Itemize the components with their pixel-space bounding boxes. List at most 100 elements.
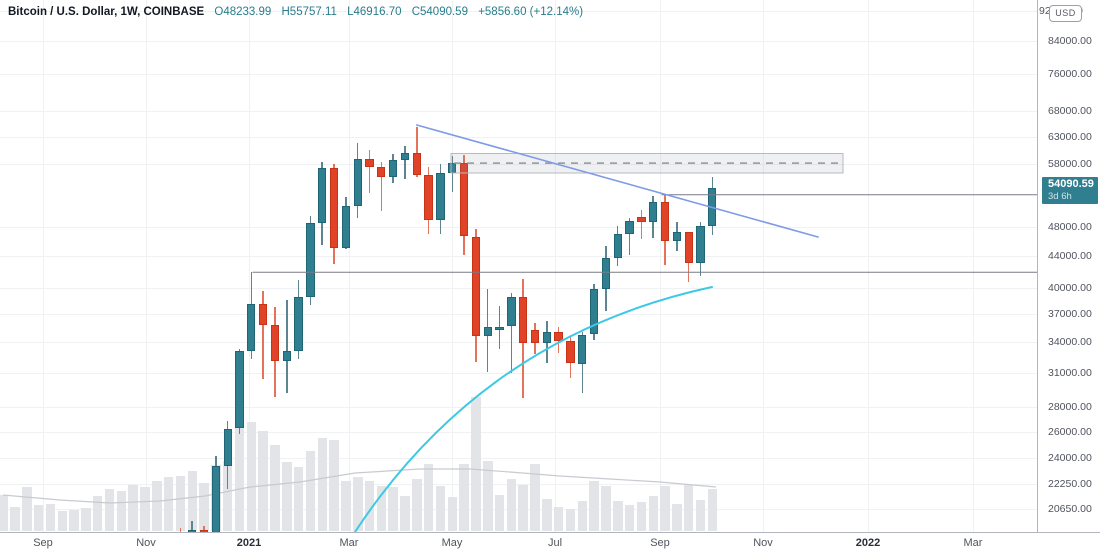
- candle-body: [211, 465, 221, 532]
- supply-zone[interactable]: [450, 153, 844, 174]
- grid-line-horizontal: [0, 431, 1037, 433]
- volume-bar: [553, 507, 564, 531]
- grid-line-horizontal: [0, 111, 1037, 113]
- volume-bar: [33, 505, 44, 531]
- grid-line-horizontal: [0, 136, 1037, 138]
- time-axis-label: Mar: [339, 537, 359, 549]
- volume-bar: [589, 481, 599, 531]
- candle-body: [507, 296, 516, 327]
- volume-bar: [672, 504, 682, 531]
- price-axis-label: 76000.00: [1048, 68, 1092, 81]
- volume-bar: [518, 485, 528, 531]
- volume-bar: [624, 505, 635, 531]
- candle-body: [282, 351, 291, 362]
- volume-ma-line: [2, 468, 717, 504]
- candle-body: [471, 236, 481, 336]
- grid-line-vertical: [452, 0, 453, 532]
- price-axis-label: 22250.00: [1048, 477, 1092, 490]
- volume-bar: [163, 477, 174, 531]
- grid-line-horizontal: [0, 407, 1037, 408]
- grid-line-vertical: [555, 0, 556, 532]
- candle-body: [436, 173, 445, 221]
- currency-toggle-button[interactable]: USD: [1049, 5, 1082, 22]
- candle-wick: [262, 290, 264, 380]
- candle-body: [566, 341, 575, 364]
- volume-bar: [152, 481, 162, 531]
- candle-wick: [286, 300, 288, 393]
- current-price-badge: 54090.59 3d 6h: [1042, 177, 1098, 204]
- chart-pane[interactable]: Bitcoin / U.S. Dollar, 1W, COINBASE O482…: [0, 0, 1037, 532]
- grid-line-horizontal: [0, 458, 1037, 460]
- trendline[interactable]: [415, 124, 819, 238]
- volume-bar: [435, 486, 446, 531]
- grid-line-horizontal: [0, 256, 1037, 258]
- symbol-title: Bitcoin / U.S. Dollar, 1W, COINBASE: [8, 6, 205, 18]
- volume-bar: [695, 500, 706, 531]
- candle-wick: [404, 145, 406, 179]
- volume-bar: [577, 501, 587, 531]
- grid-line-vertical: [146, 0, 147, 532]
- time-axis-label: Nov: [136, 537, 156, 549]
- candle-body: [519, 296, 528, 343]
- volume-bar: [128, 485, 138, 531]
- volume-bar: [246, 422, 257, 531]
- curve-line[interactable]: [354, 286, 713, 532]
- volume-bar: [305, 451, 316, 531]
- time-axis[interactable]: Sep Nov 2021 Mar May Jul Sep Nov 2022 Mar: [0, 533, 1100, 555]
- grid-line-horizontal: [0, 373, 1037, 375]
- time-axis-border: [0, 532, 1100, 533]
- chart-legend[interactable]: Bitcoin / U.S. Dollar, 1W, COINBASE O482…: [8, 6, 583, 18]
- price-axis-label: 40000.00: [1048, 282, 1092, 295]
- candle-body: [353, 158, 362, 206]
- volume-bar: [234, 427, 245, 531]
- time-axis-label: Sep: [650, 537, 670, 549]
- volume-bar: [199, 483, 209, 531]
- candle-body: [483, 327, 492, 336]
- candle-body: [637, 217, 646, 223]
- price-axis-label: 44000.00: [1048, 250, 1092, 263]
- volume-bar: [187, 471, 197, 531]
- candle-body: [578, 334, 587, 364]
- volume-bar: [683, 485, 694, 531]
- price-axis-label: 58000.00: [1048, 158, 1092, 171]
- volume-bar: [293, 467, 304, 531]
- price-axis[interactable]: USD 54090.59 3d 6h 92000.0084000.0076000…: [1038, 0, 1100, 532]
- grid-line-horizontal: [0, 342, 1037, 344]
- grid-line-horizontal: [0, 314, 1037, 316]
- candle-body: [459, 162, 469, 237]
- candle-body: [294, 297, 303, 352]
- candle-body: [601, 257, 611, 290]
- volume-bar: [69, 510, 79, 531]
- volume-bar: [660, 486, 670, 531]
- candle-body: [400, 153, 410, 160]
- volume-bar: [459, 464, 469, 531]
- grid-line-horizontal: [0, 227, 1037, 229]
- time-axis-label: May: [441, 537, 463, 549]
- candle-body: [696, 225, 705, 263]
- candle-wick: [640, 210, 643, 239]
- price-axis-label: 20650.00: [1048, 502, 1092, 515]
- candle-wick: [380, 161, 383, 211]
- candle-body: [660, 202, 670, 242]
- volume-bar: [270, 445, 280, 531]
- price-axis-label: 34000.00: [1048, 336, 1092, 349]
- candle-body: [389, 160, 398, 177]
- ohlc-high: H55757.11: [281, 6, 337, 18]
- volume-bar: [10, 507, 20, 531]
- volume-bar: [104, 489, 115, 531]
- ohlc-low: L46916.70: [347, 6, 402, 18]
- candle-wick: [416, 127, 418, 178]
- grid-line-vertical: [868, 0, 869, 532]
- grid-line-horizontal: [0, 288, 1037, 290]
- time-axis-label: Mar: [963, 537, 983, 549]
- candle-body: [495, 326, 504, 330]
- candle-wick: [368, 149, 371, 194]
- candle-body: [589, 289, 599, 335]
- candle-body: [258, 303, 268, 326]
- grid-line-horizontal: [0, 164, 1037, 166]
- grid-line-horizontal: [0, 10, 1037, 12]
- volume-bar: [140, 487, 150, 531]
- price-axis-label: 63000.00: [1048, 130, 1092, 143]
- volume-bar: [175, 476, 186, 531]
- candle-body: [341, 205, 351, 248]
